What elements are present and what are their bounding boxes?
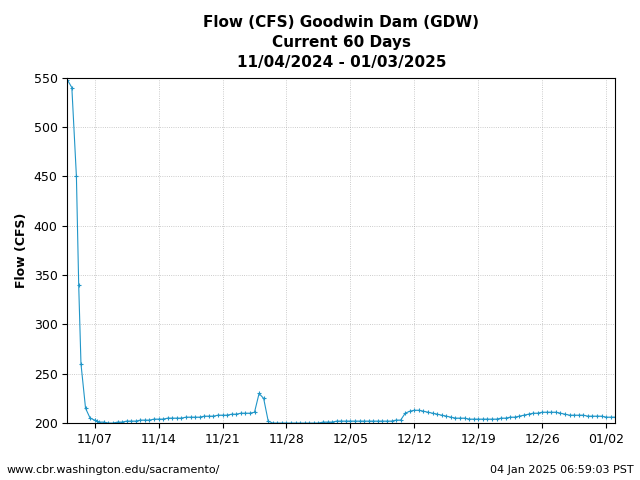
Text: 04 Jan 2025 06:59:03 PST: 04 Jan 2025 06:59:03 PST: [490, 465, 634, 475]
Y-axis label: Flow (CFS): Flow (CFS): [15, 213, 28, 288]
Title: Flow (CFS) Goodwin Dam (GDW)
Current 60 Days
11/04/2024 - 01/03/2025: Flow (CFS) Goodwin Dam (GDW) Current 60 …: [204, 15, 479, 70]
Text: www.cbr.washington.edu/sacramento/: www.cbr.washington.edu/sacramento/: [6, 465, 220, 475]
